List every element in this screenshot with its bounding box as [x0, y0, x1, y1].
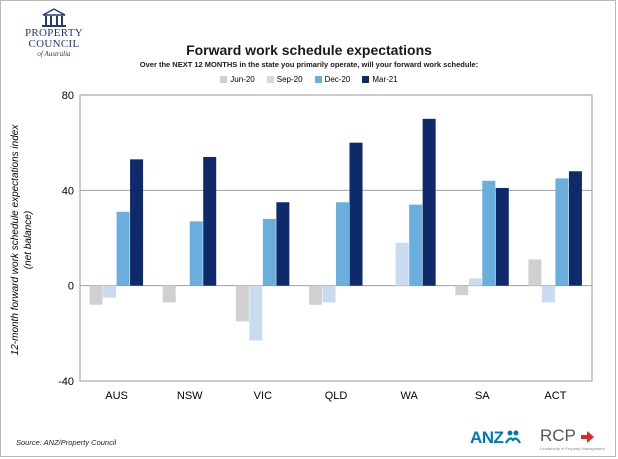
chart-subtitle: Over the NEXT 12 MONTHS in the state you…: [139, 60, 479, 69]
x-tick-label-nsw: NSW: [177, 390, 203, 402]
bar-aus-mar-21: [130, 159, 144, 286]
bar-wa-dec-20: [409, 204, 423, 286]
bar-vic-jun-20: [235, 285, 249, 322]
bar-nsw-mar-21: [203, 156, 217, 286]
logo-text-line1: PROPERTY: [25, 27, 83, 39]
bar-act-dec-20: [555, 178, 569, 286]
property-council-logo: PROPERTY COUNCIL of Australia: [14, 8, 94, 59]
rcp-arrow-icon: [581, 431, 594, 443]
rcp-tagline: Leadership in Property Management: [540, 446, 605, 451]
bar-aus-dec-20: [116, 211, 130, 286]
bar-sa-mar-21: [495, 187, 509, 286]
legend-item-dec-20: Dec-20: [314, 75, 351, 84]
bar-act-sep-20: [541, 285, 555, 303]
rcp-logo-text: RCP: [540, 426, 576, 445]
bar-sa-dec-20: [482, 180, 496, 286]
legend-swatch: [266, 76, 274, 83]
x-tick-label-aus: AUS: [105, 390, 128, 402]
bar-act-jun-20: [528, 259, 542, 286]
anz-people-icon: [505, 430, 522, 444]
x-tick-label-vic: VIC: [254, 390, 272, 402]
y-tick-label: 40: [62, 185, 74, 197]
x-tick-label-act: ACT: [544, 390, 566, 402]
bar-sa-jun-20: [455, 285, 469, 296]
plot-area-border: [79, 94, 593, 382]
bar-aus-jun-20: [89, 285, 103, 305]
bar-qld-dec-20: [336, 202, 349, 286]
x-tick-label-sa: SA: [475, 390, 490, 402]
x-tick-label-wa: WA: [400, 390, 418, 402]
bar-act-mar-21: [568, 171, 582, 286]
legend-label: Jun-20: [230, 75, 255, 84]
y-tick-label: 80: [62, 90, 74, 102]
y-tick-label: -40: [58, 376, 74, 388]
bar-vic-dec-20: [262, 218, 276, 286]
building-icon: [42, 8, 66, 27]
bar-aus-sep-20: [103, 285, 117, 298]
chart-legend: Jun-20 Sep-20 Dec-20 Mar-21: [0, 75, 618, 84]
source-note: Source: ANZ/Property Council: [16, 438, 117, 447]
y-tick-label: 0: [68, 281, 74, 293]
legend-swatch: [362, 76, 370, 83]
bar-qld-jun-20: [309, 285, 322, 305]
legend-label: Sep-20: [276, 75, 303, 84]
bar-nsw-dec-20: [189, 221, 203, 286]
legend-item-sep-20: Sep-20: [266, 75, 303, 84]
bar-wa-sep-20: [395, 242, 409, 286]
anz-logo-text: ANZ: [470, 428, 504, 447]
bar-wa-mar-21: [422, 118, 436, 286]
anz-logo: ANZ: [470, 428, 522, 448]
legend-item-mar-21: Mar-21: [362, 75, 398, 84]
bar-qld-mar-21: [349, 142, 363, 286]
bar-vic-mar-21: [276, 202, 290, 286]
logo-text-line2: COUNCIL: [28, 38, 80, 50]
legend-label: Mar-21: [372, 75, 398, 84]
bar-nsw-jun-20: [162, 285, 176, 303]
legend-item-jun-20: Jun-20: [220, 75, 255, 84]
bar-qld-sep-20: [322, 285, 336, 303]
bar-sa-sep-20: [468, 278, 482, 286]
x-tick-label-qld: QLD: [325, 390, 348, 402]
chart-title: Forward work schedule expectations: [186, 42, 432, 58]
legend-label: Dec-20: [324, 75, 351, 84]
legend-swatch: [314, 76, 322, 83]
bar-vic-sep-20: [249, 285, 263, 341]
logo-text-line3: of Australia: [37, 50, 71, 58]
legend-swatch: [220, 76, 228, 83]
